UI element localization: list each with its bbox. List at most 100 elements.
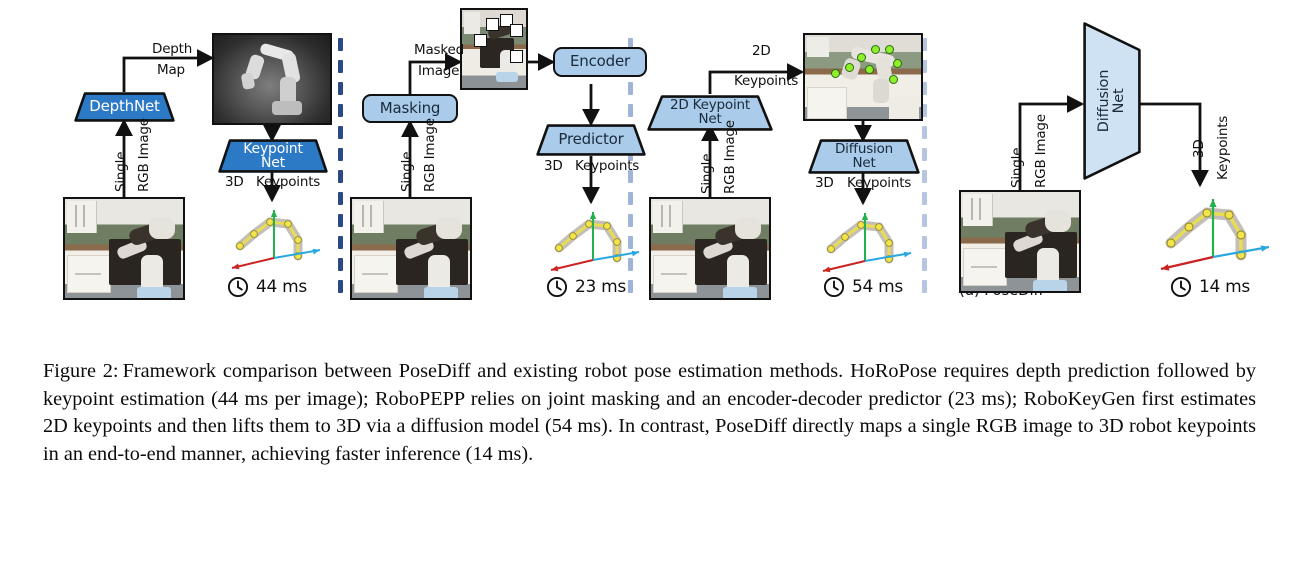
- divider-dash: [338, 214, 343, 227]
- kitchen-robot-scene: [961, 192, 1079, 291]
- divider-dash: [338, 192, 343, 205]
- edge-label-masked-b: Masked: [414, 42, 464, 58]
- divider-dash: [628, 258, 633, 271]
- kitchen-robot-scene: [352, 199, 470, 298]
- divider-dash: [922, 236, 927, 249]
- panel-b-timing: 23 ms: [546, 276, 626, 298]
- rgb-image-photo-b: [350, 197, 472, 300]
- panel-d-timing: 14 ms: [1170, 276, 1250, 298]
- edge-label-single-d: Single: [1009, 147, 1025, 188]
- panel-a-timing: 44 ms: [227, 276, 307, 298]
- panel-posediff: Diffusion Net: [932, 0, 1297, 340]
- panel-robopepp: Masking Encoder: [348, 0, 647, 340]
- encoder-label: Encoder: [570, 52, 630, 71]
- kitchen-robot-scene: [651, 199, 769, 298]
- divider-dash: [338, 126, 343, 139]
- panel-d-timing-label: 14 ms: [1199, 277, 1250, 297]
- edge-label-keypoints-d: Keypoints: [1215, 115, 1231, 180]
- clock-icon: [1170, 276, 1192, 298]
- divider-dash: [338, 280, 343, 293]
- divider-dash: [338, 82, 343, 95]
- edge-label-3d-a: 3D: [225, 174, 244, 190]
- rgb-image-photo-a: [63, 197, 185, 300]
- divider-dash: [338, 170, 343, 183]
- divider-dash: [922, 170, 927, 183]
- edge-label-3d-c: 3D: [815, 175, 834, 191]
- depth-map-render: [214, 35, 330, 123]
- edge-label-depth-a: Depth: [152, 41, 193, 57]
- edge-label-single-c: Single: [699, 153, 715, 194]
- keypoint-net-node[interactable]: Keypoint Net: [218, 139, 328, 173]
- depth-map-photo: [212, 33, 332, 125]
- divider-dash: [628, 214, 633, 227]
- 3d-keypoints-render-d: [1145, 185, 1275, 273]
- clock-icon: [227, 276, 249, 298]
- rgb-image-photo-c: [649, 197, 771, 300]
- edge-label-rgb-image-c: RGB Image: [722, 120, 738, 194]
- divider-dash: [922, 82, 927, 95]
- divider-dash: [628, 192, 633, 205]
- divider-dash: [628, 104, 633, 117]
- clock-icon: [546, 276, 568, 298]
- edge-label-image-b: Image: [418, 63, 460, 79]
- predictor-node[interactable]: Predictor: [536, 124, 646, 156]
- edge-label-3d-d: 3D: [1191, 139, 1207, 158]
- divider-dash: [338, 60, 343, 73]
- panel-a-timing-label: 44 ms: [256, 277, 307, 297]
- masking-label: Masking: [379, 98, 441, 117]
- 3d-keypoints-render-a: [218, 200, 328, 270]
- edge-label-keypoints-a: Keypoints: [256, 174, 321, 190]
- edge-label-2d-c: 2D: [752, 43, 771, 59]
- depthnet-node[interactable]: DepthNet: [74, 92, 175, 122]
- edge-label-single-b: Single: [399, 151, 415, 192]
- rgb-image-photo-d: [959, 190, 1081, 293]
- 2d-keypoint-net-node[interactable]: 2D Keypoint Net: [647, 95, 773, 131]
- panel-divider-1: [338, 38, 343, 306]
- panel-c-timing: 54 ms: [823, 276, 903, 298]
- masked-robot-scene: [462, 10, 526, 88]
- 3d-keypoints-render-c: [809, 203, 919, 273]
- divider-dash: [338, 148, 343, 161]
- 3d-keypoints-render-b: [537, 202, 647, 272]
- edge-label-3d-b: 3D: [544, 158, 563, 174]
- clock-icon: [823, 276, 845, 298]
- edge-label-keypoints-top-c: Keypoints: [734, 73, 799, 89]
- edge-label-rgb-image-d: RGB Image: [1033, 114, 1049, 188]
- encoder-node[interactable]: Encoder: [553, 47, 647, 77]
- masking-node[interactable]: Masking: [362, 94, 458, 123]
- divider-dash: [922, 38, 927, 51]
- masked-image-photo: [460, 8, 528, 90]
- panel-horopose: DepthNet Keypoint Net: [0, 0, 338, 340]
- figure-diagram: DepthNet Keypoint Net: [0, 0, 1297, 340]
- diffusion-net-node-c[interactable]: Diffusion Net: [808, 139, 920, 174]
- divider-dash: [628, 280, 633, 293]
- 2d-keypoints-photo: [803, 33, 923, 121]
- edge-label-rgb-image-b: RGB Image: [422, 118, 438, 192]
- divider-dash: [922, 280, 927, 293]
- panel-robokeygen: 2D Keypoint Net: [638, 0, 923, 340]
- divider-dash: [628, 82, 633, 95]
- divider-dash: [628, 38, 633, 51]
- figure-caption-label: Figure 2:: [43, 360, 119, 382]
- divider-dash: [922, 192, 927, 205]
- divider-dash: [338, 258, 343, 271]
- divider-dash: [628, 236, 633, 249]
- divider-dash: [922, 214, 927, 227]
- figure-caption-text: Framework comparison between PoseDiff an…: [43, 360, 1256, 465]
- keypoints-overlay-scene: [805, 35, 921, 119]
- kitchen-robot-scene: [65, 199, 183, 298]
- divider-dash: [922, 126, 927, 139]
- edge-label-rgb-image-a: RGB Image: [136, 118, 152, 192]
- divider-dash: [338, 236, 343, 249]
- divider-dash: [338, 104, 343, 117]
- divider-dash: [922, 104, 927, 117]
- divider-dash: [922, 60, 927, 73]
- figure-caption: Figure 2: Framework comparison between Po…: [43, 358, 1256, 468]
- divider-dash: [338, 38, 343, 51]
- edge-label-single-a: Single: [113, 151, 129, 192]
- divider-dash: [922, 258, 927, 271]
- panel-b-timing-label: 23 ms: [575, 277, 626, 297]
- panel-divider-3: [922, 38, 927, 306]
- diffusion-net-node-d[interactable]: Diffusion Net: [1083, 22, 1141, 180]
- divider-dash: [922, 148, 927, 161]
